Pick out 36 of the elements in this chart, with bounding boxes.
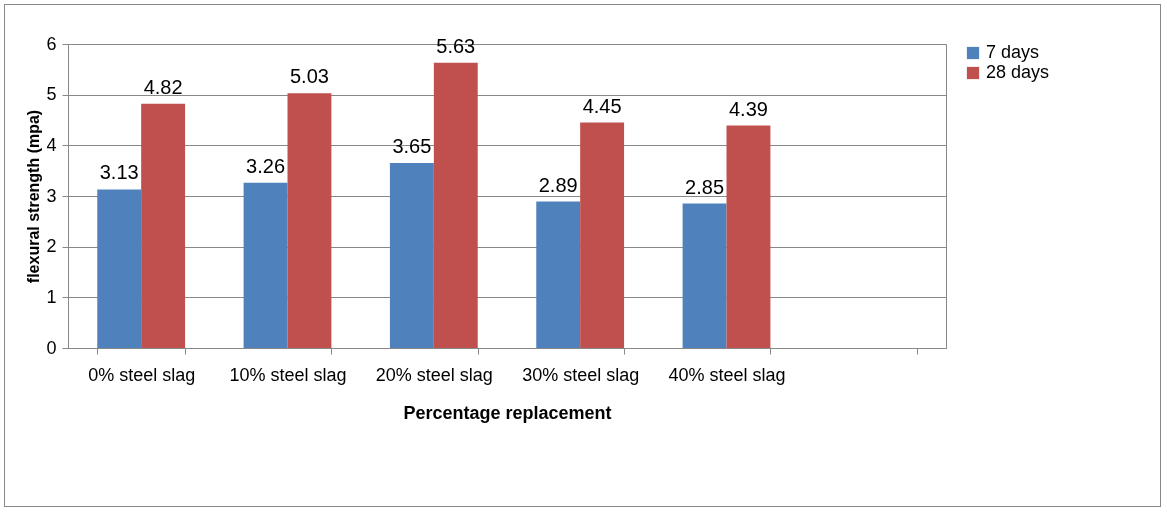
x-tick-label: 20% steel slag	[375, 364, 493, 385]
bar	[287, 93, 332, 348]
bar	[97, 189, 142, 348]
x-tick-label: 40% steel slag	[668, 364, 786, 385]
x-tick-label: 10% steel slag	[229, 364, 347, 385]
data-label: 3.65	[392, 135, 432, 158]
bar	[433, 62, 478, 348]
bar	[389, 163, 434, 348]
data-label: 4.45	[582, 94, 622, 117]
bar	[243, 182, 288, 348]
data-label: 4.82	[143, 75, 183, 98]
x-tick-label: 0% steel slag	[88, 364, 196, 385]
y-tick-label: 0	[46, 337, 57, 358]
bar	[580, 122, 625, 348]
y-tick-label: 1	[46, 286, 57, 307]
bar	[682, 203, 727, 348]
x-axis-title: Percentage replacement	[403, 402, 612, 423]
y-tick-label: 4	[46, 134, 57, 155]
data-label: 3.26	[246, 154, 286, 177]
y-tick-label: 6	[46, 33, 57, 54]
y-axis-title: flexural strength (mpa)	[25, 109, 43, 284]
data-label: 4.39	[728, 97, 768, 120]
data-label: 5.63	[436, 34, 476, 57]
legend-label: 7 days	[986, 42, 1040, 62]
legend-label: 28 days	[986, 62, 1050, 82]
y-tick-label: 3	[46, 185, 57, 206]
bar	[726, 125, 771, 348]
y-tick-label: 5	[46, 84, 57, 105]
bar	[141, 103, 186, 348]
data-label: 2.89	[538, 173, 578, 196]
data-label: 5.03	[289, 65, 329, 88]
y-tick-label: 2	[46, 236, 57, 257]
data-label: 3.13	[99, 161, 139, 184]
bar	[536, 201, 581, 348]
data-label: 2.85	[685, 175, 725, 198]
x-tick-label: 30% steel slag	[522, 364, 640, 385]
